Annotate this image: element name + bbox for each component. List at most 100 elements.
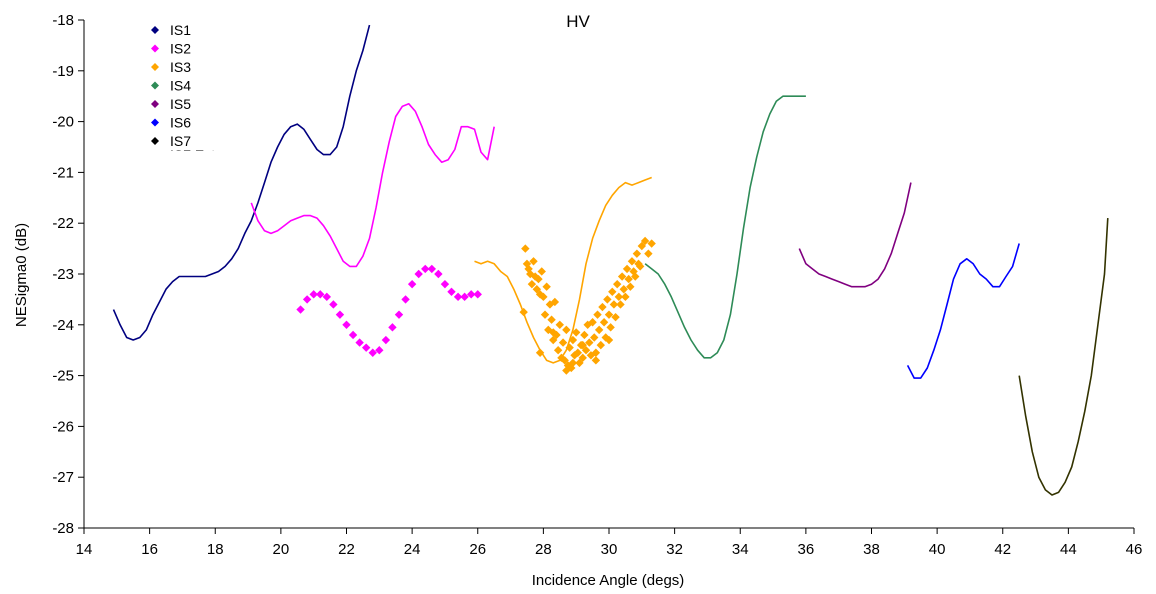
data-point	[598, 302, 607, 312]
y-tick-label: -24	[52, 317, 74, 334]
x-tick-label: 16	[141, 541, 158, 558]
y-tick-label: -20	[52, 114, 74, 131]
data-point	[521, 244, 530, 253]
x-tick-label: 40	[929, 541, 946, 558]
x-tick-label: 26	[469, 541, 486, 558]
data-point	[580, 330, 589, 340]
data-point	[635, 262, 645, 271]
plot-area	[112, 24, 1109, 496]
x-tick-label: 24	[404, 541, 421, 558]
data-point	[421, 264, 430, 274]
data-point	[562, 366, 571, 375]
data-point	[329, 300, 338, 309]
data-point	[460, 292, 469, 302]
data-point	[549, 328, 558, 337]
series-line-is1	[112, 24, 371, 341]
series-markers-is3	[519, 236, 656, 375]
data-point	[591, 356, 601, 365]
series-markers-is2	[296, 264, 482, 357]
data-point	[558, 338, 568, 347]
series-line-is2-line	[250, 103, 495, 268]
y-tick-label: -23	[52, 266, 74, 283]
x-tick-label: 36	[798, 541, 815, 558]
data-point	[381, 335, 391, 345]
data-point	[447, 287, 456, 296]
data-point	[606, 323, 615, 332]
y-tick-label: -19	[52, 63, 74, 80]
data-point	[335, 310, 345, 319]
data-point	[434, 269, 443, 279]
data-point	[562, 325, 571, 335]
data-point	[537, 267, 546, 276]
data-point	[631, 272, 640, 281]
data-point	[604, 310, 614, 319]
series-line-is6	[906, 243, 1020, 379]
legend-label: IS5	[170, 96, 191, 112]
y-tick-label: -25	[52, 368, 74, 385]
legend-marker	[151, 81, 159, 90]
data-point	[361, 343, 371, 352]
data-point	[590, 333, 599, 342]
y-tick-label: -22	[52, 215, 74, 232]
y-tick-label: -18	[52, 12, 74, 29]
y-tick-label: -27	[52, 469, 74, 486]
data-point	[613, 279, 622, 289]
data-point	[473, 290, 482, 299]
x-tick-label: 34	[732, 541, 749, 558]
legend-label: IS6	[170, 115, 191, 131]
x-tick-label: 28	[535, 541, 552, 558]
data-point	[529, 257, 538, 266]
legend-marker	[151, 137, 159, 145]
data-point	[302, 295, 312, 304]
y-axis-label: NESigma0 (dB)	[13, 223, 30, 327]
x-tick-label: 30	[601, 541, 618, 558]
data-point	[348, 330, 358, 340]
series-line-is4	[644, 95, 806, 359]
data-point	[368, 348, 377, 357]
data-point	[316, 290, 325, 299]
data-point	[555, 320, 564, 329]
data-point	[519, 307, 528, 317]
data-point	[644, 249, 653, 258]
legend-label: IS3	[170, 59, 191, 75]
data-point	[624, 274, 633, 284]
data-point	[609, 300, 619, 309]
data-point	[440, 279, 450, 289]
data-point	[627, 257, 637, 266]
axes: 14 16 18 20 22 24 26 28 30 32 34 36 38 40 42 44 46 -18 -19…	[52, 12, 1142, 558]
data-point	[616, 300, 625, 309]
data-point	[322, 292, 332, 302]
data-point	[604, 335, 614, 345]
data-point	[622, 264, 632, 274]
legend-label: IS2	[170, 41, 191, 57]
data-point	[621, 292, 630, 302]
data-point	[534, 274, 543, 284]
data-point	[599, 318, 609, 327]
x-tick-label: 42	[994, 541, 1011, 558]
series-line-is5	[798, 182, 912, 288]
data-point	[309, 290, 318, 299]
data-point	[614, 292, 624, 302]
series-line-is7	[1018, 218, 1109, 496]
legend-label-truncated: IS7 Ext	[170, 147, 215, 163]
data-point	[375, 346, 384, 355]
data-point	[453, 292, 463, 302]
x-tick-label: 44	[1060, 541, 1077, 558]
data-point	[568, 335, 578, 345]
x-tick-label: 14	[76, 541, 93, 558]
data-point	[593, 310, 602, 319]
legend-marker	[151, 100, 159, 108]
data-point	[466, 290, 476, 299]
legend-marker	[151, 44, 159, 53]
data-point	[527, 279, 537, 289]
data-point	[427, 264, 437, 274]
data-point	[568, 358, 578, 368]
data-point	[388, 323, 397, 332]
data-point	[594, 325, 604, 335]
data-point	[535, 348, 545, 357]
legend-marker	[151, 63, 159, 71]
data-point	[573, 348, 583, 357]
x-tick-label: 46	[1126, 541, 1143, 558]
